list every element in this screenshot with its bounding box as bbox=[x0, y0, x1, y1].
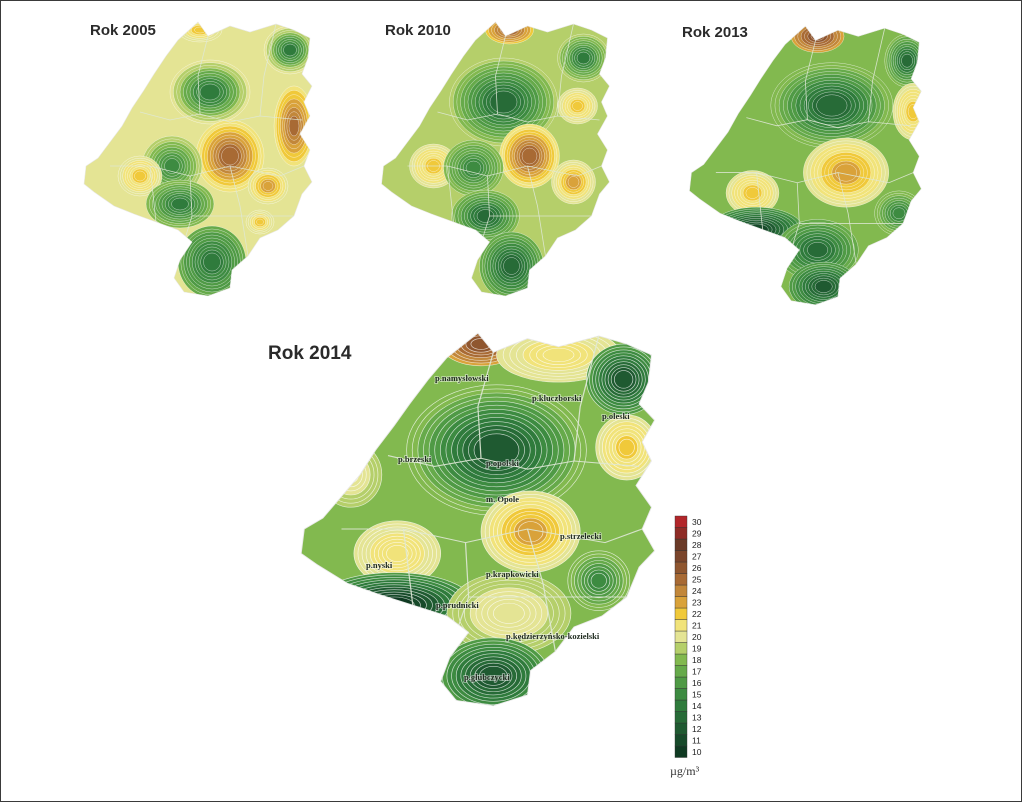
legend-tick-label: 21 bbox=[692, 621, 702, 631]
legend-tick-label: 15 bbox=[692, 690, 702, 700]
legend-swatch bbox=[674, 653, 688, 666]
legend-tick-label: 29 bbox=[692, 529, 702, 539]
district-label: p.nyski bbox=[366, 560, 393, 570]
legend-tick-label: 22 bbox=[692, 609, 702, 619]
legend-tick-label: 30 bbox=[692, 517, 702, 527]
legend-tick-label: 17 bbox=[692, 667, 702, 677]
legend-swatch bbox=[674, 550, 688, 563]
district-label: p.strzelecki bbox=[560, 531, 602, 541]
legend-swatch bbox=[674, 607, 688, 620]
map-2005-panel: Rok 2005 bbox=[80, 16, 330, 306]
legend-swatch bbox=[674, 688, 688, 701]
map-2013-panel: Rok 2013 bbox=[680, 20, 945, 315]
map-2010-panel: Rok 2010 bbox=[375, 16, 630, 306]
legend-tick-label: 18 bbox=[692, 655, 702, 665]
district-label: p.kluczborski bbox=[532, 393, 582, 403]
legend-swatch bbox=[674, 676, 688, 689]
legend-swatch bbox=[674, 584, 688, 597]
legend-swatch bbox=[674, 561, 688, 574]
district-label: p.brzeski bbox=[398, 454, 432, 464]
district-label: p.krapkowicki bbox=[486, 569, 539, 579]
legend-tick-label: 10 bbox=[692, 747, 702, 757]
district-label: p.namysłowski bbox=[435, 373, 489, 383]
legend-swatch bbox=[674, 630, 688, 643]
map-2014: p.namysłowski p.kluczborski p.oleski p.brze… bbox=[300, 332, 656, 707]
legend-swatch bbox=[674, 619, 688, 632]
legend-tick-label: 12 bbox=[692, 724, 702, 734]
legend-tick-label: 24 bbox=[692, 586, 702, 596]
map-2010 bbox=[381, 21, 610, 297]
district-label: p.opolski bbox=[486, 458, 519, 468]
legend-tick-label: 16 bbox=[692, 678, 702, 688]
legend-tick-label: 28 bbox=[692, 540, 702, 550]
legend-swatch bbox=[674, 573, 688, 586]
legend-swatch bbox=[674, 596, 688, 609]
district-label: p.oleski bbox=[602, 411, 630, 421]
map-2014-title: Rok 2014 bbox=[268, 343, 352, 364]
map-2013 bbox=[689, 25, 922, 306]
legend-tick-label: 23 bbox=[692, 598, 702, 608]
legend-tick-label: 19 bbox=[692, 644, 702, 654]
map-2013-title: Rok 2013 bbox=[682, 24, 748, 41]
map-2010-title: Rok 2010 bbox=[385, 22, 451, 39]
legend-tick-label: 26 bbox=[692, 563, 702, 573]
legend-unit: µg/m³ bbox=[670, 764, 700, 778]
map-2005 bbox=[83, 21, 313, 297]
legend-tick-label: 20 bbox=[692, 632, 702, 642]
legend-tick-label: 14 bbox=[692, 701, 702, 711]
legend-swatch bbox=[674, 515, 688, 528]
legend-swatch bbox=[674, 699, 688, 712]
legend-swatch bbox=[674, 734, 688, 747]
district-label: p.kędzierzyńsko-kozielski bbox=[506, 631, 600, 641]
legend-tick-label: 27 bbox=[692, 552, 702, 562]
legend-tick-label: 25 bbox=[692, 575, 702, 585]
district-label: m. Opole bbox=[486, 494, 519, 504]
legend-tick-label: 11 bbox=[692, 736, 701, 746]
legend-swatch bbox=[674, 642, 688, 655]
map-2014-panel: Rok 2014 p.namysłowski p.kluczborski p.ole… bbox=[260, 325, 680, 715]
district-label: p.głubczycki bbox=[464, 672, 510, 682]
legend-swatch bbox=[674, 527, 688, 540]
legend-tick-label: 13 bbox=[692, 713, 702, 723]
legend-swatch bbox=[674, 745, 688, 758]
color-legend: 10 11 12 13 14 15 16 17 18 19 20 21 22 23 24 25 26 27 28 29… bbox=[670, 510, 732, 780]
district-label: p.prudnicki bbox=[436, 600, 479, 610]
legend-swatch bbox=[674, 665, 688, 678]
legend-swatch bbox=[674, 711, 688, 724]
map-2005-title: Rok 2005 bbox=[90, 22, 156, 39]
legend-swatch bbox=[674, 538, 688, 551]
legend-swatch bbox=[674, 722, 688, 735]
